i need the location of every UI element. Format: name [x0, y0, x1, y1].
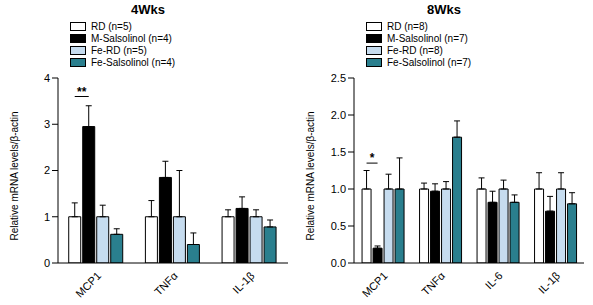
- svg-text:Relative mRNA levels/β-actin: Relative mRNA levels/β-actin: [305, 111, 316, 240]
- svg-text:2: 2: [44, 164, 50, 176]
- svg-text:TNFα: TNFα: [419, 269, 448, 298]
- svg-text:TNFα: TNFα: [152, 269, 181, 298]
- html-text:M-Salsolinol (n=4): M-Salsolinol (n=4): [91, 32, 172, 44]
- svg-text:IL-1β: IL-1β: [230, 269, 256, 295]
- html-text:Fe-Salsolinol (n=7): Fe-Salsolinol (n=7): [387, 56, 472, 68]
- svg-text:0: 0: [44, 257, 50, 269]
- svg-text:4: 4: [44, 72, 50, 84]
- svg-text:0.0: 0.0: [331, 257, 346, 269]
- html-text:Fe-RD (n=5): Fe-RD (n=5): [91, 44, 147, 56]
- svg-text:1.0: 1.0: [331, 183, 346, 195]
- svg-text:2.5: 2.5: [331, 72, 346, 84]
- svg-text:1.5: 1.5: [331, 146, 346, 158]
- html-text:RD (n=8): RD (n=8): [387, 20, 428, 32]
- svg-text:2.0: 2.0: [331, 109, 346, 121]
- svg-text:0.5: 0.5: [331, 220, 346, 232]
- html-text:M-Salsolinol (n=7): M-Salsolinol (n=7): [387, 32, 468, 44]
- svg-text:IL-6: IL-6: [483, 269, 505, 291]
- html-text:4Wks: 4Wks: [131, 2, 165, 17]
- html-text:Fe-RD (n=8): Fe-RD (n=8): [387, 44, 443, 56]
- html-text:8Wks: 8Wks: [427, 2, 461, 17]
- svg-text:Relative mRNA levels/β-actin: Relative mRNA levels/β-actin: [9, 111, 20, 240]
- svg-text:**: **: [77, 85, 87, 99]
- html-text:Fe-Salsolinol (n=4): Fe-Salsolinol (n=4): [91, 56, 176, 68]
- svg-text:IL-1β: IL-1β: [536, 269, 562, 295]
- svg-text:MCP1: MCP1: [73, 269, 103, 299]
- svg-text:MCP1: MCP1: [360, 269, 390, 299]
- svg-text:3: 3: [44, 118, 50, 130]
- svg-text:*: *: [370, 151, 375, 165]
- svg-text:1: 1: [44, 211, 50, 223]
- html-text:RD (n=5): RD (n=5): [91, 20, 132, 32]
